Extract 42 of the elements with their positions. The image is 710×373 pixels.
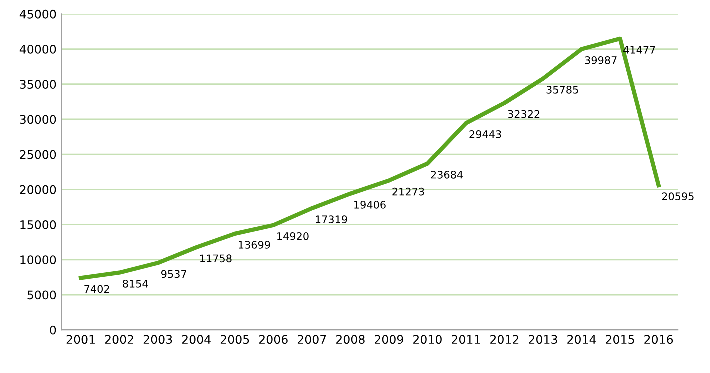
y-tick-label: 5000 xyxy=(28,290,56,300)
x-tick-label: 2012 xyxy=(490,335,519,344)
x-tick-label: 2002 xyxy=(105,335,134,344)
x-tick-label: 2008 xyxy=(336,335,365,344)
y-tick-label: 15000 xyxy=(20,220,56,230)
x-tick-label: 2001 xyxy=(66,335,95,344)
x-tick-label: 2010 xyxy=(414,335,442,344)
y-tick-label: 40000 xyxy=(20,45,56,54)
y-tick-label: 20000 xyxy=(20,185,56,194)
data-label: 35785 xyxy=(546,86,578,94)
y-tick-label: 30000 xyxy=(20,115,56,124)
y-tick-label: 10000 xyxy=(20,256,56,265)
y-tick-label: 35000 xyxy=(20,80,56,90)
data-label: 9537 xyxy=(161,270,186,278)
y-tick-label: 0 xyxy=(50,326,56,335)
data-label: 11758 xyxy=(200,254,232,263)
x-tick-label: 2004 xyxy=(182,335,211,344)
data-label: 20595 xyxy=(662,192,694,201)
line-series xyxy=(78,36,661,280)
x-tick-label: 2016 xyxy=(644,335,674,344)
x-tick-label: 2009 xyxy=(375,335,404,344)
data-label: 7402 xyxy=(84,285,110,294)
data-label: 19406 xyxy=(354,200,386,209)
y-tick-label: 25000 xyxy=(20,150,56,160)
x-tick-label: 2006 xyxy=(259,335,288,344)
data-label: 29443 xyxy=(470,130,502,138)
x-tick-label: 2007 xyxy=(298,335,326,344)
data-label: 39987 xyxy=(585,56,617,64)
data-label: 23684 xyxy=(431,170,464,179)
data-label: 8154 xyxy=(123,280,148,288)
y-tick-label: 45000 xyxy=(20,10,56,19)
data-label: 21273 xyxy=(392,188,424,196)
data-label: 13699 xyxy=(239,241,270,249)
x-tick-label: 2011 xyxy=(452,335,480,344)
x-tick-label: 2015 xyxy=(606,335,634,344)
x-tick-label: 2014 xyxy=(568,335,596,344)
x-tick-label: 2003 xyxy=(144,335,172,344)
x-tick-label: 2005 xyxy=(220,335,250,344)
x-tick-label: 2013 xyxy=(529,335,558,344)
data-label: 17319 xyxy=(316,216,348,224)
data-label: 32322 xyxy=(508,110,540,118)
data-label: 14920 xyxy=(278,232,309,240)
